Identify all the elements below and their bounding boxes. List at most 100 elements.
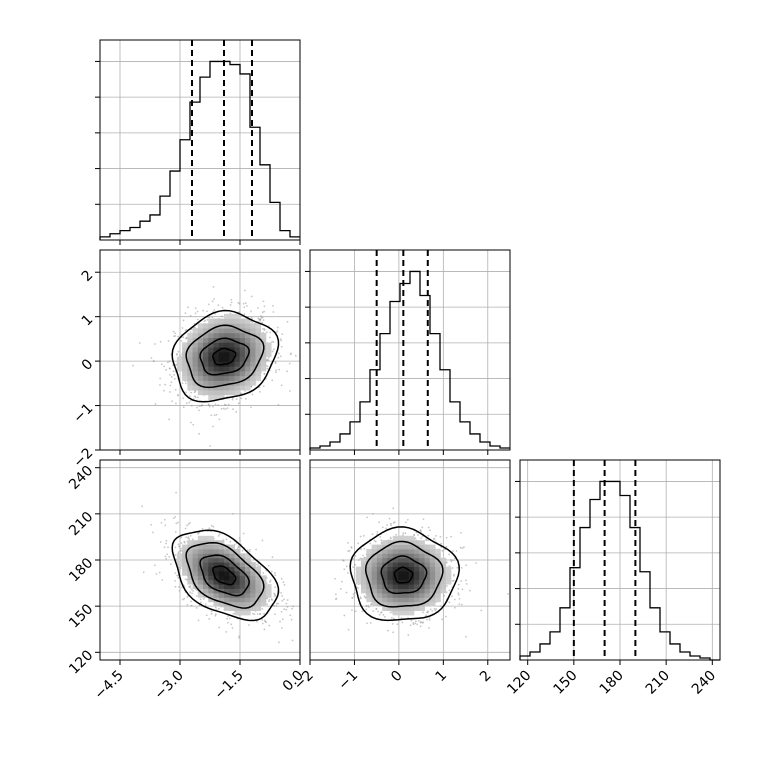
data-point <box>348 550 351 552</box>
density-cell <box>234 579 241 585</box>
density-cell <box>250 351 256 358</box>
density-cell <box>413 579 420 585</box>
data-point <box>218 533 221 536</box>
data-point <box>417 534 419 536</box>
data-point <box>159 384 161 386</box>
data-point <box>184 382 187 385</box>
density-cell <box>435 597 441 603</box>
density-cell <box>429 570 436 576</box>
density-cell <box>260 366 267 372</box>
density-cell <box>213 575 220 581</box>
density-cell <box>239 332 246 339</box>
data-point <box>381 526 384 529</box>
density-cell <box>371 575 378 581</box>
density-cell <box>435 562 441 567</box>
data-point <box>178 568 181 571</box>
data-point <box>151 531 154 534</box>
data-point <box>167 340 170 342</box>
data-point <box>252 612 254 615</box>
density-cell <box>187 361 193 367</box>
data-point <box>211 300 214 303</box>
density-cell <box>366 570 372 576</box>
density-cell <box>398 562 404 567</box>
density-cell <box>382 553 388 559</box>
data-point <box>435 608 438 611</box>
data-point <box>200 601 202 604</box>
data-point <box>169 384 172 387</box>
data-point <box>165 539 168 542</box>
data-point <box>190 328 193 331</box>
data-point <box>183 540 186 543</box>
density-cell <box>419 592 425 598</box>
density-cell <box>213 375 220 381</box>
density-cell <box>234 370 241 377</box>
data-point <box>184 312 187 315</box>
density-cell <box>255 342 262 348</box>
density-cell <box>250 588 256 594</box>
data-point <box>441 618 443 621</box>
data-point <box>276 330 279 332</box>
data-point <box>196 406 199 409</box>
density-cell <box>234 332 241 339</box>
data-point <box>168 555 171 558</box>
histogram-line <box>309 270 510 450</box>
data-point <box>271 340 273 343</box>
data-point <box>269 579 272 582</box>
density-cell <box>213 592 220 598</box>
density-cell <box>182 566 188 572</box>
density-cell <box>197 575 204 581</box>
density-cell <box>203 380 209 386</box>
density-cell <box>229 313 235 319</box>
data-point <box>456 566 459 569</box>
density-cell <box>182 549 188 554</box>
data-point <box>341 559 344 562</box>
density-cell <box>260 597 267 603</box>
density-cell <box>208 562 214 567</box>
data-point <box>361 610 364 613</box>
density-cell <box>203 553 209 559</box>
density-cell <box>234 575 241 581</box>
density-cell <box>187 380 193 386</box>
contour-line <box>212 347 237 366</box>
data-point <box>364 596 367 599</box>
density-cell <box>203 332 209 339</box>
density-cell <box>355 575 362 581</box>
density-cell <box>208 544 214 550</box>
data-point <box>406 518 409 521</box>
data-point <box>201 527 204 530</box>
density-cell <box>229 342 235 348</box>
density-cell <box>192 361 199 367</box>
density-cell <box>229 575 235 581</box>
density-cell <box>255 337 262 343</box>
data-point <box>366 622 368 625</box>
density-cell <box>435 588 441 594</box>
data-point <box>222 407 225 410</box>
data-point <box>268 581 271 583</box>
data-point <box>250 310 252 313</box>
density-cell <box>244 366 251 372</box>
data-point <box>272 341 275 343</box>
data-point <box>507 592 509 595</box>
density-cell <box>419 549 425 554</box>
data-point <box>389 611 392 614</box>
density-cell <box>239 323 246 329</box>
density-cell <box>203 584 209 589</box>
density-cell <box>250 361 256 367</box>
data-point <box>248 624 250 626</box>
data-point <box>449 558 452 561</box>
data-point <box>391 610 394 613</box>
density-cell <box>376 592 383 598</box>
density-cell <box>250 366 256 372</box>
density-cell <box>403 549 410 554</box>
data-point <box>262 300 265 303</box>
density-cell <box>213 544 220 550</box>
density-cell <box>244 332 251 339</box>
data-point <box>450 560 453 563</box>
contour-line <box>364 540 444 608</box>
density-cell <box>429 584 436 589</box>
data-point <box>263 310 266 313</box>
density-cell <box>424 579 431 585</box>
data-point <box>188 538 191 541</box>
density-cell <box>244 342 251 348</box>
